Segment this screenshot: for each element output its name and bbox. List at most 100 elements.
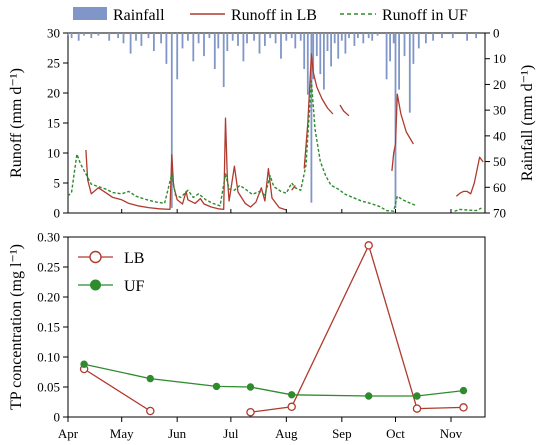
rainfall-bar [264, 33, 266, 46]
rainfall-bar [108, 33, 111, 41]
rainfall-bar [451, 33, 454, 39]
rainfall-bar [357, 33, 359, 39]
runoff-tick-label: 15 [47, 116, 60, 131]
uf-runoff-line [454, 207, 482, 212]
rainfall-bar [140, 33, 143, 46]
month-tick-label: Apr [58, 426, 79, 441]
runoff-tick-label: 20 [47, 86, 60, 101]
rainfall-bar [385, 33, 388, 80]
lb-tp-point [459, 403, 468, 412]
uf-legend-label: Runoff in UF [382, 7, 468, 24]
rainfall-bar [310, 33, 313, 203]
rainfall-axis-ticks: 0 10 20 30 40 50 60 70 [485, 26, 506, 221]
tp-concentration-panel: 0 0.05 0.10 0.15 0.20 0.25 0.30 Apr May Jun Jul Au… [8, 209, 486, 441]
rainfall-bar [70, 33, 73, 39]
rainfall-bar [389, 33, 391, 62]
rainfall-bar [412, 33, 415, 64]
uf-tp-point [246, 383, 255, 391]
rainfall-bar [290, 33, 293, 39]
lb-runoff-line [339, 104, 350, 117]
tp-axis-ticks: 0 0.05 0.10 0.15 0.20 0.25 0.30 [37, 230, 68, 425]
rainfall-bar [197, 33, 200, 44]
rainfall-axis-label: Rainfall (mm d⁻¹) [519, 65, 536, 181]
lb-tp-point [287, 402, 296, 412]
rainfall-bar [181, 33, 184, 49]
month-tick-label: Sep [332, 426, 352, 441]
runoff-tick-label: 0 [54, 206, 61, 221]
rainfall-bar [217, 33, 220, 49]
runoff-axis-ticks: 0 5 10 15 20 25 30 [47, 26, 68, 221]
runoff-rainfall-panel: 0 5 10 15 20 25 30 0 10 20 30 40 50 60 70 Runoff (mm … [8, 7, 536, 221]
rainfall-bar [340, 33, 343, 41]
top-legend: Rainfall Runoff in LB Runoff in UF [73, 7, 468, 24]
rainfall-bar [326, 33, 329, 51]
runoff-tick-label: 5 [54, 176, 61, 191]
rainfall-bar [362, 33, 365, 44]
rainfall-bar [83, 33, 85, 36]
rainfall-bar [425, 33, 427, 44]
rainfall-legend-swatch [73, 7, 107, 20]
rainfall-bar [280, 33, 282, 59]
lb-legend-label: Runoff in LB [231, 7, 317, 24]
rainfall-bar [315, 33, 318, 57]
rainfall-bar [77, 33, 80, 41]
rainfall-bar [274, 33, 277, 44]
rainfall-bar [417, 33, 420, 49]
rainfall-bar [299, 33, 302, 41]
rainfall-tick-label: 30 [493, 103, 506, 118]
rainfall-bar [147, 33, 150, 39]
lb-tp-legend-label: LB [124, 250, 144, 267]
tp-tick-label: 0.20 [37, 290, 60, 305]
rainfall-bar [269, 33, 272, 39]
rainfall-tick-label: 40 [493, 128, 506, 143]
rainfall-bar [348, 33, 350, 39]
rainfall-bar [432, 33, 434, 41]
rainfall-bar [376, 33, 379, 36]
rainfall-bar [330, 33, 332, 67]
rainfall-bar [231, 33, 234, 41]
rainfall-bar [253, 33, 255, 41]
tp-lines [79, 241, 468, 417]
rainfall-bar [129, 33, 132, 54]
rainfall-bar [403, 33, 406, 57]
rainfall-bar [344, 33, 347, 54]
rainfall-bar [294, 33, 297, 49]
rainfall-tick-label: 70 [493, 206, 506, 221]
lb-tp-point [364, 241, 373, 250]
tp-tick-label: 0 [54, 410, 61, 425]
rainfall-tick-label: 10 [493, 51, 506, 66]
tp-tick-label: 0.25 [37, 260, 60, 275]
rainfall-bar [242, 33, 245, 62]
rainfall-tick-label: 60 [493, 180, 506, 195]
lb-tp-point [246, 407, 255, 417]
rainfall-bar [246, 33, 248, 44]
uf-tp-point [459, 386, 468, 395]
month-tick-label: Jul [223, 426, 239, 441]
rainfall-bar [192, 33, 195, 62]
runoff-lines [67, 53, 484, 212]
rainfall-bar [165, 33, 168, 64]
uf-tp-point [288, 391, 296, 399]
rainfall-bar [408, 33, 411, 113]
lb-runoff-line [455, 156, 484, 197]
runoff-axis-label: Runoff (mm d⁻¹) [8, 68, 25, 178]
month-tick-label: May [110, 426, 134, 441]
rainfall-bar [337, 33, 340, 59]
uf-tp-point [413, 392, 421, 400]
lb-runoff-line [303, 53, 334, 169]
rainfall-legend-label: Rainfall [113, 7, 165, 24]
rainfall-bar [371, 33, 374, 41]
rainfall-bar [333, 33, 336, 44]
rainfall-bar [208, 33, 211, 39]
tp-tick-label: 0.10 [37, 350, 60, 365]
rainfall-tick-label: 50 [493, 154, 506, 169]
rainfall-bar [122, 33, 125, 44]
month-tick-label: Aug [275, 426, 298, 441]
runoff-tick-label: 10 [47, 146, 60, 161]
rainfall-bar [213, 33, 216, 69]
lb-tp-point [146, 406, 155, 416]
rainfall-bar [312, 33, 315, 80]
rainfall-bar [303, 33, 306, 69]
tp-axis-label: TP concentration (mg l⁻¹) [8, 244, 25, 410]
uf-tp-point [365, 392, 373, 400]
